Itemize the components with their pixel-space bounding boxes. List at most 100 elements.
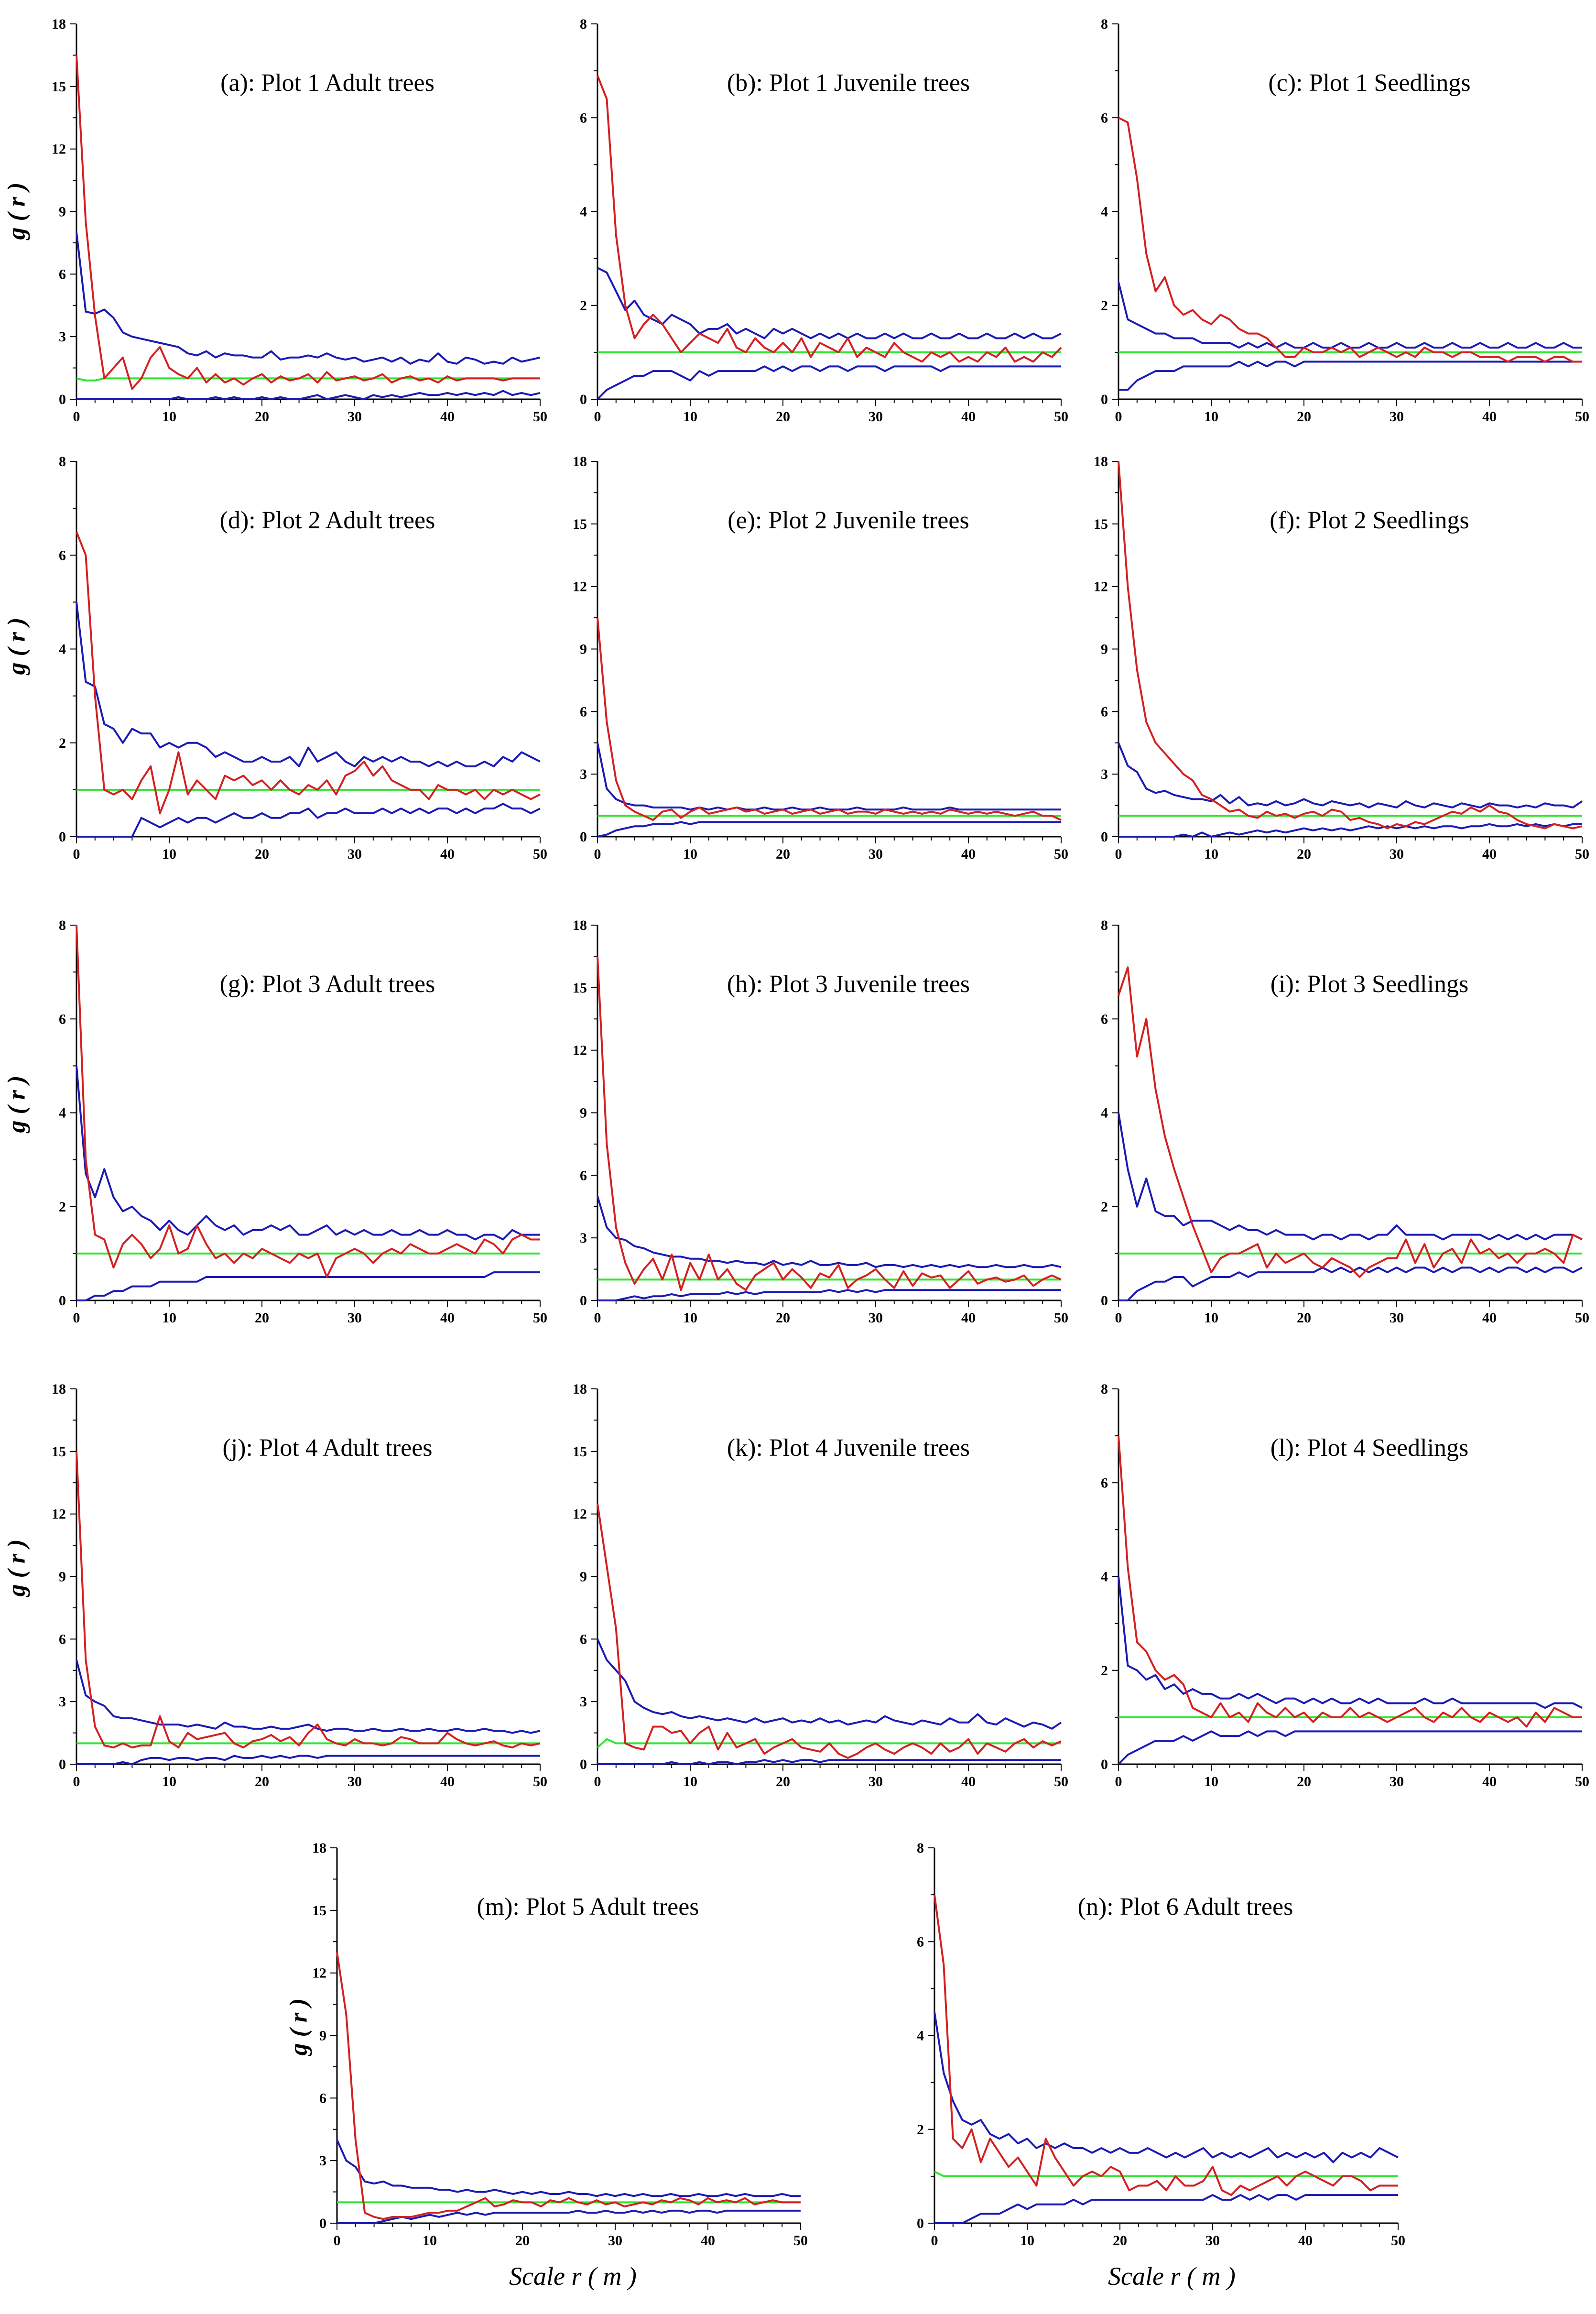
y-tick-label: 18 (573, 917, 587, 933)
observed-line (1118, 1435, 1582, 1728)
y-tick-label: 6 (59, 1631, 66, 1647)
y-tick-label: 18 (52, 1381, 66, 1397)
y-tick-label: 0 (319, 2216, 326, 2231)
observed-line (336, 1952, 801, 2220)
x-tick-label: 10 (1204, 1774, 1218, 1790)
panel-title: (h): Plot 3 Juvenile trees (727, 971, 970, 998)
observed-line (597, 956, 1062, 1291)
y-tick-label: 15 (573, 1444, 587, 1460)
y-tick-label: 0 (580, 1293, 587, 1309)
panel-title: (b): Plot 1 Juvenile trees (727, 69, 970, 97)
y-tick-label: 18 (573, 1381, 587, 1397)
y-tick-label: 2 (917, 2122, 924, 2138)
x-tick-label: 40 (961, 846, 976, 862)
y-tick-label: 4 (1101, 204, 1108, 220)
observed-line (597, 75, 1062, 363)
y-tick-label: 8 (59, 917, 66, 933)
x-tick-label: 30 (347, 1310, 362, 1326)
y-tick-label: 12 (573, 1043, 587, 1059)
y-tick-label: 0 (1101, 1757, 1108, 1772)
lower-envelope-line (76, 803, 541, 838)
x-tick-label: 10 (1204, 1310, 1218, 1326)
x-tick-label: 0 (594, 846, 601, 862)
panel-c: 0 10 20 30 40 50 0 2 4 6 8 (c): Plot 1 Seedlings (1101, 16, 1589, 425)
expected-line (934, 2171, 1398, 2177)
x-tick-label: 20 (515, 2233, 530, 2249)
x-tick-label: 40 (440, 409, 455, 425)
lower-envelope-line (1118, 1266, 1583, 1301)
x-tick-label: 40 (440, 1774, 455, 1790)
x-tick-label: 40 (1298, 2233, 1313, 2249)
panel-title: (j): Plot 4 Adult trees (222, 1434, 432, 1462)
upper-envelope-line (1118, 742, 1583, 808)
x-tick-label: 10 (1204, 846, 1218, 862)
x-tick-label: 10 (683, 409, 697, 425)
x-tick-label: 50 (1575, 1774, 1589, 1790)
x-tick-label: 50 (533, 846, 547, 862)
y-tick-label: 4 (1101, 1569, 1108, 1585)
upper-envelope-line (76, 1066, 540, 1241)
y-tick-label: 4 (1101, 1105, 1108, 1121)
y-tick-label: 3 (319, 2153, 326, 2169)
upper-envelope-line (934, 2012, 1399, 2163)
x-tick-label: 40 (1482, 1310, 1497, 1326)
observed-line (76, 925, 540, 1278)
x-tick-label: 40 (1482, 1774, 1497, 1790)
x-tick-label: 50 (1054, 1310, 1068, 1326)
y-tick-label: 12 (312, 1965, 326, 1981)
axes: 0 10 20 30 40 50 0 2 4 6 8 (1101, 16, 1589, 425)
panel-i: 0 10 20 30 40 50 0 2 4 6 8 (i): Plot 3 Seedlings (1101, 917, 1589, 1326)
axes: 0 10 20 30 40 50 0 2 4 6 8 (1101, 1381, 1589, 1790)
panel-title: (k): Plot 4 Juvenile trees (727, 1434, 970, 1462)
upper-envelope-line (76, 232, 541, 365)
y-tick-label: 3 (59, 329, 66, 345)
y-tick-label: 18 (52, 16, 66, 32)
observed-line (597, 1503, 1062, 1759)
y-tick-label: 2 (59, 1199, 66, 1215)
panel-title: (i): Plot 3 Seedlings (1270, 971, 1469, 998)
y-tick-label: 6 (1101, 1475, 1108, 1491)
y-tick-label: 9 (59, 204, 66, 220)
x-tick-label: 0 (931, 2233, 938, 2249)
y-tick-label: 4 (917, 2028, 924, 2044)
panel-j: 0 10 20 30 40 50 0 3 6 9 12 15 18 (j): Plot 4 Adult t… (52, 1381, 547, 1790)
x-tick-label: 10 (423, 2233, 437, 2249)
x-tick-label: 10 (1020, 2233, 1034, 2249)
y-tick-label: 6 (59, 547, 66, 563)
y-tick-label: 8 (917, 1840, 924, 1856)
y-tick-label: 15 (52, 1444, 66, 1460)
x-tick-label: 40 (961, 1774, 976, 1790)
x-tick-label: 0 (1115, 1774, 1122, 1790)
y-tick-label: 0 (580, 1757, 587, 1772)
observed-line (1118, 117, 1582, 363)
panel-title: (c): Plot 1 Seedlings (1268, 69, 1470, 97)
y-tick-label: 4 (59, 1105, 66, 1121)
lower-envelope-line (76, 390, 541, 400)
y-tick-label: 0 (1101, 1293, 1108, 1309)
x-tick-label: 0 (1115, 1310, 1122, 1326)
y-tick-label: 2 (1101, 1663, 1108, 1679)
x-tick-label: 0 (1115, 846, 1122, 862)
x-tick-label: 20 (255, 409, 269, 425)
panel-title: (d): Plot 2 Adult trees (220, 507, 435, 534)
upper-envelope-line (76, 602, 541, 767)
x-tick-label: 10 (162, 1774, 176, 1790)
y-tick-label: 12 (1094, 579, 1108, 595)
upper-envelope-line (1118, 1576, 1583, 1709)
panel-title: (l): Plot 4 Seedlings (1270, 1434, 1469, 1462)
upper-envelope-line (76, 1659, 541, 1734)
y-tick-label: 2 (59, 735, 66, 751)
panel-title: (m): Plot 5 Adult trees (477, 1893, 699, 1921)
y-tick-label: 8 (1101, 1381, 1108, 1397)
x-tick-label: 50 (533, 1774, 547, 1790)
panel-title: (a): Plot 1 Adult trees (220, 69, 434, 97)
y-tick-label: 0 (59, 392, 66, 407)
panel-l: 0 10 20 30 40 50 0 2 4 6 8 (l): Plot 4 Seedlings (1101, 1381, 1589, 1790)
axes: 0 10 20 30 40 50 0 2 4 6 8 (580, 16, 1068, 425)
x-tick-label: 40 (440, 1310, 455, 1326)
x-tick-label: 30 (608, 2233, 622, 2249)
y-tick-label: 6 (59, 1011, 66, 1027)
y-tick-label: 12 (573, 1506, 587, 1522)
lower-envelope-line (597, 365, 1061, 400)
observed-line (76, 55, 540, 390)
